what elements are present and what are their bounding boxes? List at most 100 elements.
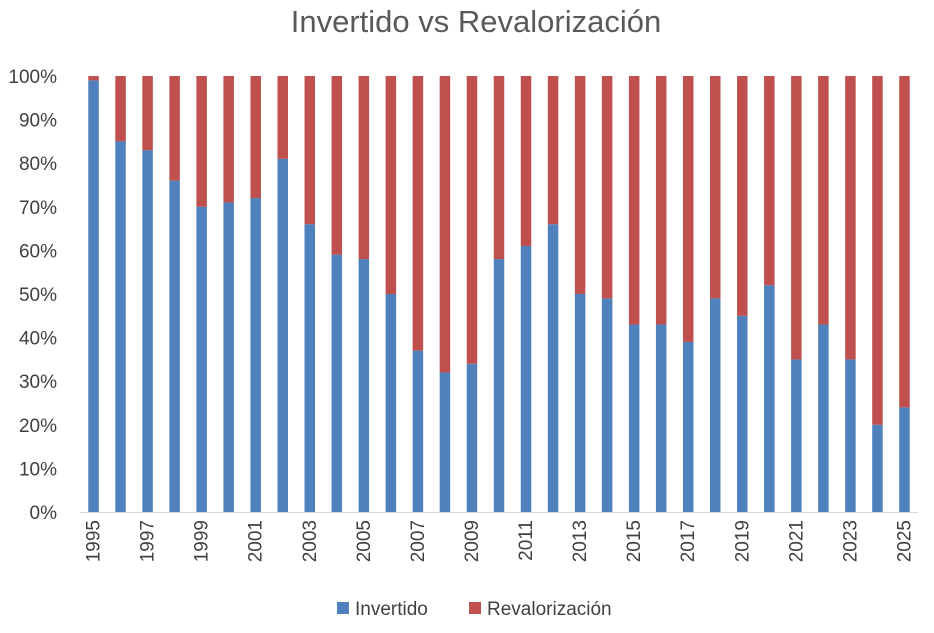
bar-invertido-2019 <box>737 315 748 512</box>
x-tick-label: 2025 <box>894 520 915 562</box>
x-tick-label: 2003 <box>300 520 321 562</box>
y-tick-label: 10% <box>19 459 57 480</box>
x-tick-label: 2005 <box>354 520 375 562</box>
bar-revalorizacion-2022 <box>818 76 829 325</box>
x-tick-label: 2021 <box>786 520 807 562</box>
bar-series <box>88 76 910 513</box>
chart-title: Invertido vs Revalorización <box>291 4 661 39</box>
bar-revalorizacion-2010 <box>493 76 505 260</box>
bar-revalorizacion-1996 <box>115 76 126 142</box>
y-axis-tick-labels: 0% 10% 20% 30% 40% 50% 60% 70% 80% 90% 100% <box>8 67 57 524</box>
bar-revalorizacion-2016 <box>655 76 667 325</box>
bar-invertido-1998 <box>169 180 180 512</box>
bar-invertido-2025 <box>899 407 910 512</box>
bar-revalorizacion-2002 <box>277 76 288 159</box>
x-axis-tick-labels: 1995 1997 1999 2001 2003 2005 2007 2009 2011 2013… <box>84 520 916 562</box>
bar-invertido-1995 <box>88 80 99 513</box>
bar-invertido-2015 <box>628 324 640 512</box>
bar-invertido-1997 <box>142 150 153 512</box>
bar-invertido-2006 <box>385 294 397 512</box>
y-tick-label: 60% <box>19 241 57 262</box>
bar-invertido-2010 <box>493 259 505 512</box>
bar-invertido-2017 <box>682 341 694 512</box>
x-tick-label: 2015 <box>624 520 645 562</box>
bar-revalorizacion-2015 <box>628 76 640 325</box>
bar-invertido-2000 <box>223 202 234 512</box>
bar-revalorizacion-2001 <box>250 76 261 199</box>
bar-invertido-2011 <box>520 246 532 513</box>
y-tick-label: 40% <box>19 329 57 350</box>
bar-invertido-2022 <box>818 324 829 512</box>
legend-label-invertido: Invertido <box>355 599 428 620</box>
legend-label-revalorizacion: Revalorización <box>487 599 612 620</box>
y-tick-label: 30% <box>19 372 57 393</box>
bar-revalorizacion-2021 <box>791 76 802 360</box>
bar-invertido-2020 <box>764 285 775 512</box>
bar-invertido-2001 <box>250 198 261 512</box>
bar-invertido-2009 <box>466 363 478 512</box>
x-tick-label: 2023 <box>840 520 861 562</box>
bar-revalorizacion-2018 <box>710 76 721 299</box>
bar-revalorizacion-2017 <box>682 76 694 342</box>
y-tick-label: 50% <box>19 285 57 306</box>
bar-invertido-2012 <box>547 224 559 513</box>
x-tick-label: 2009 <box>462 520 483 562</box>
bar-revalorizacion-2014 <box>601 76 613 299</box>
bar-revalorizacion-2013 <box>574 76 586 294</box>
bar-invertido-2003 <box>304 224 316 513</box>
x-tick-label: 2019 <box>732 520 753 562</box>
bar-revalorizacion-2020 <box>764 76 775 286</box>
bar-revalorizacion-2003 <box>304 76 316 225</box>
bar-revalorizacion-2004 <box>331 76 343 255</box>
bar-revalorizacion-2009 <box>466 76 478 364</box>
bar-invertido-2002 <box>277 158 288 512</box>
x-tick-label: 2007 <box>408 520 429 562</box>
bar-invertido-2013 <box>574 294 586 512</box>
bar-revalorizacion-2008 <box>439 76 451 373</box>
bar-revalorizacion-2024 <box>872 76 883 425</box>
y-tick-label: 70% <box>19 198 57 219</box>
bar-revalorizacion-2011 <box>520 76 532 247</box>
x-tick-label: 1999 <box>192 520 213 562</box>
y-tick-label: 100% <box>8 67 57 88</box>
bar-invertido-2005 <box>358 259 370 512</box>
y-tick-label: 80% <box>19 154 57 175</box>
x-tick-label: 2001 <box>246 520 267 562</box>
x-tick-label: 2017 <box>678 520 699 562</box>
bar-revalorizacion-2019 <box>737 76 748 316</box>
y-tick-label: 20% <box>19 416 57 437</box>
legend: Invertido Revalorización <box>337 599 612 620</box>
bar-revalorizacion-1999 <box>196 76 207 207</box>
bar-invertido-2021 <box>791 359 802 512</box>
y-tick-label: 0% <box>30 503 58 524</box>
bar-invertido-2004 <box>331 254 343 512</box>
bar-invertido-1999 <box>196 206 207 513</box>
bar-revalorizacion-2012 <box>547 76 559 225</box>
bar-invertido-2024 <box>872 424 883 512</box>
y-tick-label: 90% <box>19 111 57 132</box>
bar-revalorizacion-2005 <box>358 76 370 260</box>
bar-invertido-1996 <box>115 141 126 512</box>
bar-revalorizacion-2023 <box>845 76 856 360</box>
bar-invertido-2023 <box>845 359 856 512</box>
x-tick-label: 2013 <box>570 520 591 562</box>
legend-swatch-revalorizacion <box>469 602 481 614</box>
x-tick-label: 2011 <box>516 520 537 561</box>
bar-revalorizacion-2025 <box>899 76 910 408</box>
legend-swatch-invertido <box>337 602 349 614</box>
bar-invertido-2007 <box>412 350 424 512</box>
bar-revalorizacion-2006 <box>385 76 397 294</box>
bar-invertido-2018 <box>710 298 721 512</box>
bar-revalorizacion-1998 <box>169 76 180 181</box>
bar-revalorizacion-2000 <box>223 76 234 203</box>
bar-invertido-2008 <box>439 372 451 512</box>
bar-revalorizacion-2007 <box>412 76 424 351</box>
bar-invertido-2016 <box>655 324 667 512</box>
x-tick-label: 1997 <box>138 520 159 562</box>
x-tick-label: 1995 <box>84 520 105 562</box>
bar-revalorizacion-1995 <box>88 76 99 81</box>
bar-revalorizacion-1997 <box>142 76 153 151</box>
bar-invertido-2014 <box>601 298 613 512</box>
